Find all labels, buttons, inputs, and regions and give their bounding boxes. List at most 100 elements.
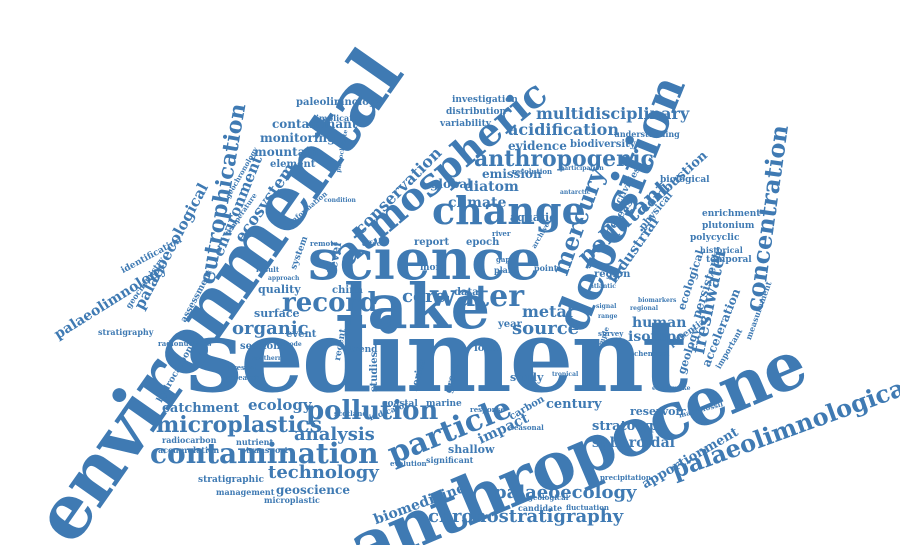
word-studies: studies [369,351,380,392]
word-temporal: temporal [706,255,752,265]
word-evidence: evidence [508,139,567,153]
word-understanding: understanding [614,129,680,139]
word-trend: trend [350,345,378,355]
word-catchment: catchment [162,401,240,416]
word-accumulation: accumulation [158,445,220,455]
word-science: science [308,227,541,293]
word-resolution: resolution [512,167,553,176]
word-aquatic: aquatic [510,211,556,224]
word-lake: lake [344,270,491,343]
word-century: century [546,397,602,412]
word-fluctuation: fluctuation [566,503,609,512]
word-mountain: mountain [254,145,319,159]
word-polycyclic: polycyclic [690,233,740,243]
word-scotland: scotland [334,409,368,418]
word-response: response [470,405,506,414]
word-event: event [286,329,317,340]
word-change: change [432,188,586,233]
word-antarctic: antarctic [560,189,591,196]
word-present: present [228,363,258,372]
word-contaminant: contaminant [272,117,358,131]
word-research: research [226,373,261,382]
word-more: more [420,263,446,273]
word-shallow: shallow [448,443,495,456]
word-river: river [492,229,511,238]
word-distribution: distribution [446,107,507,117]
word-isotope: isotope [628,329,686,345]
word-episode: episode [276,341,302,348]
word-condition: condition [324,197,356,204]
word-southern: southern [252,355,283,362]
word-surface: surface [254,307,300,320]
word-enrichment: enrichment [702,209,761,219]
word-global: global [430,177,472,191]
word-organic: organic [232,318,309,339]
word-plant: plant [494,265,518,275]
word-pollution: pollution [306,396,439,426]
word-climate: climate [448,195,507,211]
word-result: result [256,265,280,274]
word-diatom: diatom [464,179,519,195]
word-biological: biological [660,175,710,185]
word-management: management [216,487,275,497]
word-report: report [414,237,450,248]
word-microplastic: microplastic [264,495,320,505]
word-candidate: candidate [518,503,563,513]
word-year: year [498,319,522,330]
word-stratigraphy: stratigraphy [98,327,154,337]
word-coastal: coastal [382,399,418,409]
word-element: element [270,159,316,170]
word-atlantic: atlantic [590,283,616,290]
word-ecology: ecology [248,396,312,414]
word-evolution: evolution [390,459,427,468]
word-marine: marine [426,399,462,409]
word-region: region [594,269,631,280]
word-section: section [240,341,281,352]
word-microplastics: microplastics [156,412,322,438]
word-source: source [512,318,580,339]
word-spheroidal: spheroidal [592,435,675,451]
word-chronostratigraphy: chronostratigraphy [428,506,624,527]
word-metal: metal [522,302,573,321]
word-earthquake: earthquake [652,385,691,392]
word-chemical: chemical [634,349,670,358]
word-variability: variability [440,119,491,129]
word-geological: geological [528,493,569,502]
word-stratotype: stratotype [592,419,667,434]
word-range: range [598,313,618,320]
word-effect: effect [362,239,385,248]
word-multidisciplinary: multidisciplinary [536,104,690,123]
word-acidification: acidification [508,120,619,139]
word-contamination: contamination [150,437,379,470]
word-record: record [282,288,378,318]
word-study: study [510,371,544,384]
word-implication: implication [316,113,368,123]
word-point: point [534,263,558,273]
word-stratigraphic: stratigraphic [198,475,264,485]
word-seasonal: seasonal [510,423,544,432]
word-emission: emission [482,167,542,181]
word-loch: loch [474,343,498,354]
word-data: data [454,287,479,298]
word-technology: technology [268,462,379,483]
word-monitoring: monitoring [260,131,336,145]
word-investigation: investigation [452,95,518,105]
word-nutrient: nutrient [236,437,274,447]
word-historical: historical [700,245,743,255]
word-tropical: tropical [552,371,579,378]
word-radionuclides: radionuclides [158,339,212,348]
word-sediment: sediment [186,297,688,415]
word-china: china [332,285,363,296]
word-paleolimnology: paleolimnology [296,97,382,108]
word-remote: remote [310,239,338,248]
word-participation: participation [560,165,604,172]
word-anthropogenic: anthropogenic [474,146,654,172]
word-analysis: analysis [294,424,375,445]
word-survey: survey [598,329,624,338]
word-signal: signal [596,303,617,310]
word-gap: gap [496,255,511,264]
word-precipitation: precipitation [600,473,651,482]
word-biomarkers: biomarkers [638,297,677,304]
word-geoscience: geoscience [276,483,350,497]
